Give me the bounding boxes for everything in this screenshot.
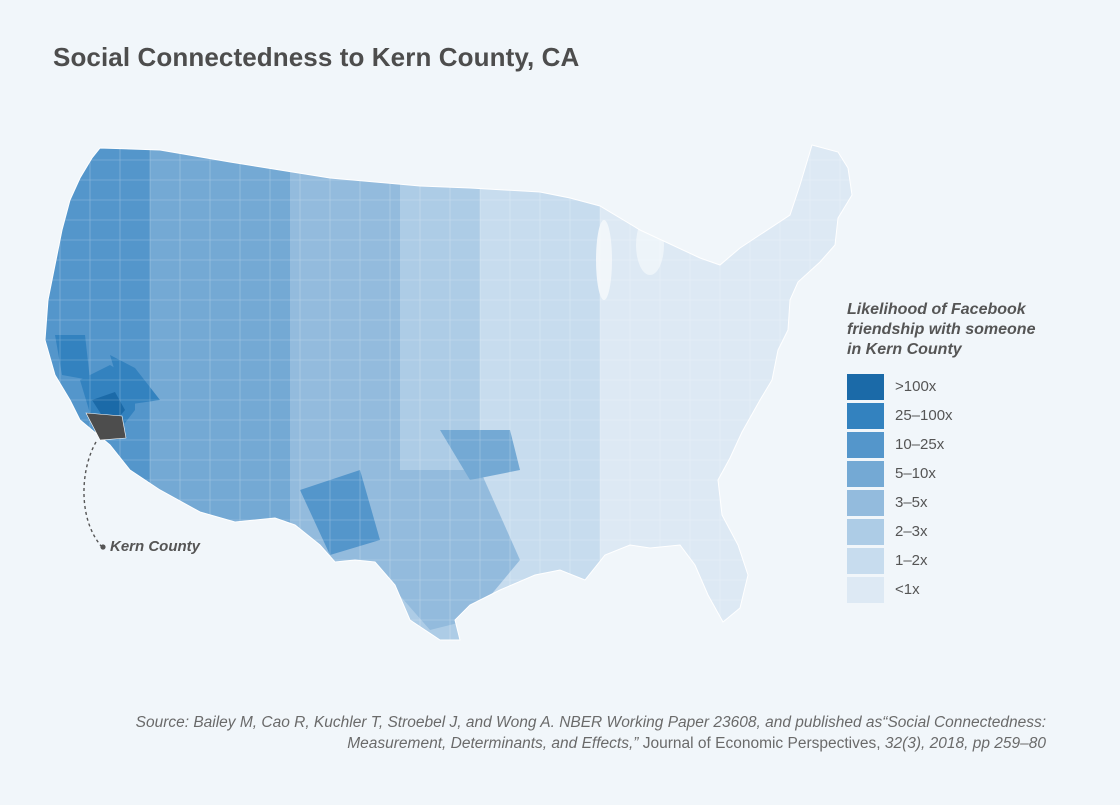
legend-items: >100x 25–100x 10–25x 5–10x 3–5x 2–3x 1–2x <1x bbox=[847, 372, 1077, 604]
legend-item: 5–10x bbox=[847, 459, 1077, 488]
source-text: Source: Bailey M, Cao R, Kuchler T, Stro… bbox=[135, 714, 1046, 752]
legend-swatch bbox=[847, 576, 884, 603]
source-citation: 32(3), 2018, pp 259–80 bbox=[880, 735, 1046, 752]
legend-swatch bbox=[847, 547, 884, 574]
legend-item: 3–5x bbox=[847, 488, 1077, 517]
kern-county-label: Kern County bbox=[110, 538, 200, 555]
legend-swatch bbox=[847, 373, 884, 400]
map-title: Social Connectedness to Kern County, CA bbox=[53, 42, 580, 72]
legend-label: <1x bbox=[895, 581, 920, 598]
source-note: Source: Bailey M, Cao R, Kuchler T, Stro… bbox=[96, 712, 1046, 754]
legend-label: 5–10x bbox=[895, 465, 936, 482]
legend-swatch bbox=[847, 431, 884, 458]
legend-label: 10–25x bbox=[895, 436, 945, 453]
legend-swatch bbox=[847, 489, 884, 516]
source-journal: Journal of Economic Perspectives, bbox=[638, 735, 881, 752]
legend-label: 3–5x bbox=[895, 494, 928, 511]
kern-callout-dot bbox=[100, 544, 106, 550]
legend-item: <1x bbox=[847, 575, 1077, 604]
legend-item: 10–25x bbox=[847, 430, 1077, 459]
legend-title: Likelihood of Facebook friendship with s… bbox=[847, 300, 1077, 360]
legend-title-line: in Kern County bbox=[847, 341, 962, 358]
legend-title-line: Likelihood of Facebook bbox=[847, 301, 1026, 318]
kern-county-shape bbox=[85, 412, 127, 441]
legend-item: >100x bbox=[847, 372, 1077, 401]
kern-callout-line bbox=[83, 441, 103, 548]
legend-label: 25–100x bbox=[895, 407, 953, 424]
legend-swatch bbox=[847, 460, 884, 487]
legend-label: 1–2x bbox=[895, 552, 928, 569]
legend-item: 2–3x bbox=[847, 517, 1077, 546]
legend-swatch bbox=[847, 518, 884, 545]
legend-item: 25–100x bbox=[847, 401, 1077, 430]
legend-title-line: friendship with someone bbox=[847, 321, 1036, 338]
legend-swatch bbox=[847, 402, 884, 429]
legend: Likelihood of Facebook friendship with s… bbox=[847, 300, 1077, 604]
legend-label: 2–3x bbox=[895, 523, 928, 540]
legend-item: 1–2x bbox=[847, 546, 1077, 575]
legend-label: >100x bbox=[895, 378, 937, 395]
